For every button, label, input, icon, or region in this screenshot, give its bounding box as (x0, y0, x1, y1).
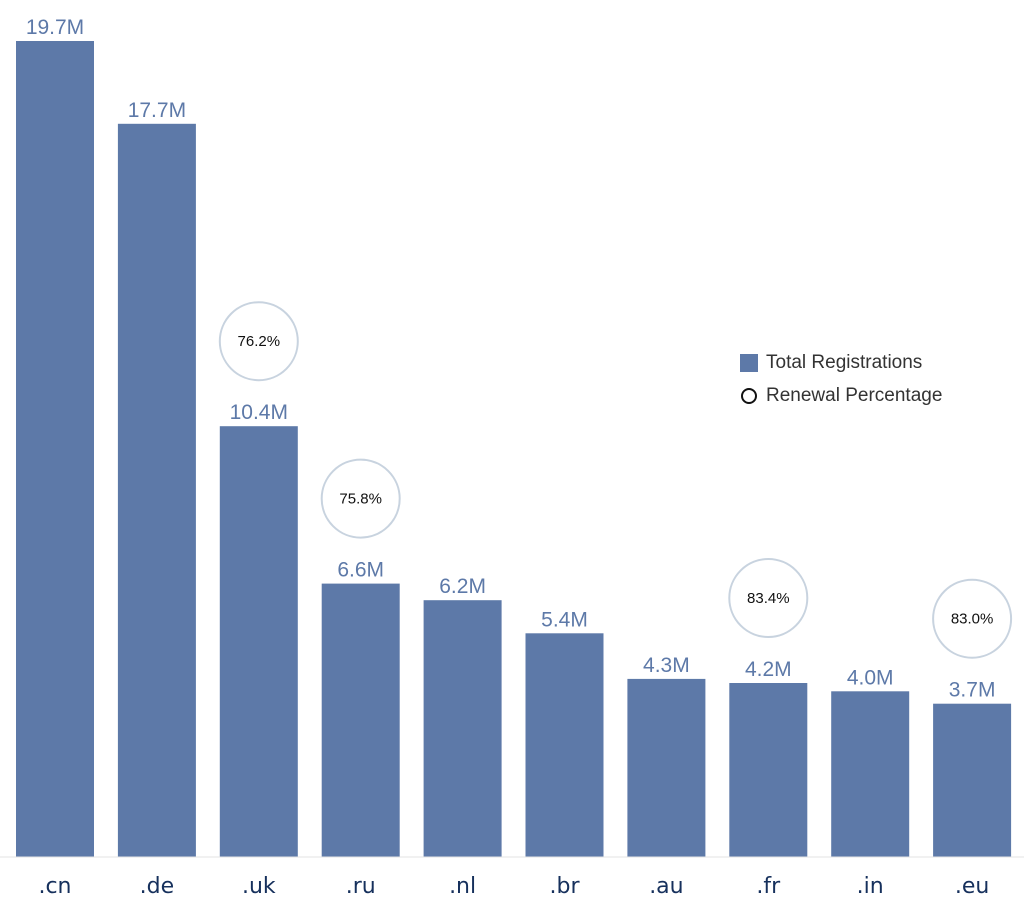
renewal-label: 83.0% (951, 611, 994, 628)
x-tick-label: .eu (955, 874, 989, 899)
x-tick-label: .br (549, 874, 580, 899)
bar-value-label: 4.2M (745, 658, 792, 681)
bar (627, 678, 706, 857)
bar-value-label: 17.7M (128, 99, 186, 122)
renewal-label: 75.8% (339, 491, 382, 508)
x-tick-label: .ru (346, 874, 376, 899)
renewal-label: 83.4% (747, 590, 790, 607)
bar-value-label: 4.0M (847, 666, 894, 689)
renewal-marker (218, 301, 299, 382)
bar-value-label: 6.2M (439, 575, 486, 598)
bar (423, 600, 502, 857)
x-tick-label: .in (857, 874, 884, 899)
x-tick-label: .nl (449, 874, 476, 899)
bars-group: 19.7M 17.7M 10.4M 6.6M 6.2M 5.4M 4.3M 4.2M 4.0M 3… (16, 16, 1012, 858)
bar-value-label: 19.7M (26, 16, 84, 39)
renewal-marker (320, 458, 401, 539)
legend-swatch-square (740, 353, 758, 372)
x-tick-label: .fr (756, 874, 781, 899)
bar (16, 41, 94, 857)
bar (933, 703, 1012, 857)
bar (219, 426, 298, 857)
legend-item-total-registrations: Total Registrations (740, 346, 1010, 379)
bar-value-label: 4.3M (643, 654, 690, 677)
x-tick-label: .uk (242, 874, 276, 899)
bar (117, 123, 196, 858)
renewal-markers-group: 76.2% 75.8% 83.4% 83.0% (218, 301, 1013, 659)
renewal-marker (932, 578, 1013, 659)
x-tick-label: .de (140, 874, 175, 899)
bar-value-label: 3.7M (949, 679, 996, 702)
bar (831, 691, 910, 857)
legend-circle-marker (741, 387, 757, 404)
category-labels-group: .cn .de .uk .ru .nl .br .au .fr .in .eu (38, 874, 989, 899)
renewal-marker (728, 558, 809, 638)
x-tick-label: .cn (38, 874, 71, 899)
bar-value-label: 6.6M (337, 559, 384, 582)
bar (321, 583, 400, 857)
legend-label: Total Registrations (766, 351, 923, 373)
bar (729, 683, 808, 857)
legend: Total Registrations Renewal Percentage (740, 346, 1010, 412)
bar-value-label: 10.4M (230, 401, 288, 424)
bar (525, 633, 604, 857)
bar-value-label: 5.4M (541, 608, 588, 631)
x-tick-label: .au (649, 874, 683, 899)
renewal-label: 76.2% (238, 333, 281, 350)
legend-item-renewal-percentage: Renewal Percentage (740, 379, 1010, 412)
legend-label: Renewal Percentage (766, 384, 943, 406)
